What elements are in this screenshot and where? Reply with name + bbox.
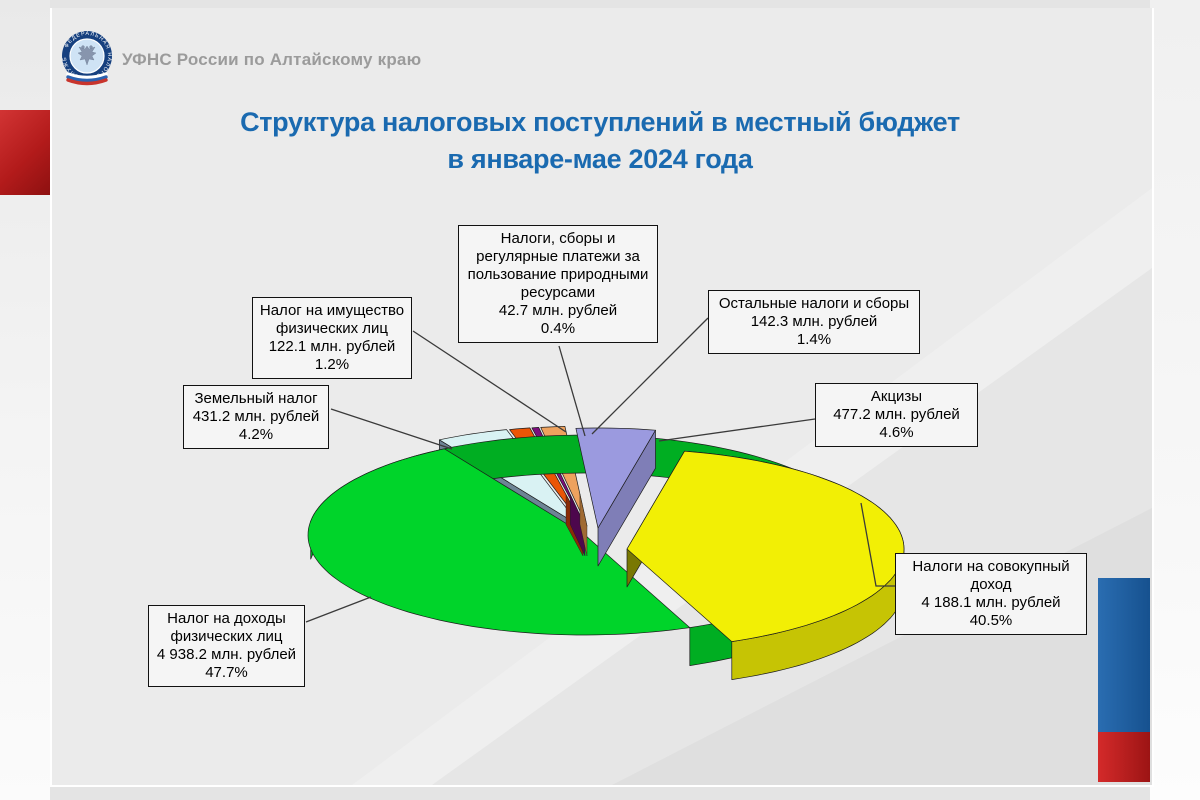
callout-value: 122.1 млн. рублей bbox=[268, 338, 396, 355]
slide-title-line1: Структура налоговых поступлений в местны… bbox=[240, 107, 960, 137]
callout-leader-personal-income-tax bbox=[305, 596, 372, 623]
fns-logo: ФЕДЕРАЛЬНАЯ НАЛОГОВАЯ СЛУЖБА bbox=[60, 26, 112, 86]
callout-leader-natural-resources-payments bbox=[558, 345, 586, 437]
callout-label: Земельный налог bbox=[194, 390, 318, 407]
right-margin-band bbox=[1150, 0, 1200, 800]
blue-accent-right bbox=[1098, 578, 1150, 732]
flag-ribbon-icon bbox=[66, 72, 108, 86]
callout-leader-other-taxes bbox=[591, 317, 709, 435]
callout-label: Остальные налоги и сборы bbox=[718, 295, 910, 312]
callout-value: 431.2 млн. рублей bbox=[192, 408, 320, 425]
callout-value: 142.3 млн. рублей bbox=[750, 313, 878, 330]
slide-title: Структура налоговых поступлений в местны… bbox=[150, 104, 1050, 178]
callout-percent: 1.4% bbox=[796, 331, 832, 348]
callout-leader-excise bbox=[658, 418, 816, 442]
red-accent-right bbox=[1098, 732, 1150, 782]
callout-leader-property-tax-individuals bbox=[412, 330, 567, 433]
callout-percent: 4.6% bbox=[879, 424, 914, 441]
callout-label: Налог на доходы физических лиц bbox=[167, 610, 286, 645]
callout-label: Акцизы bbox=[870, 388, 923, 405]
callout-value: 4 188.1 млн. рублей bbox=[921, 594, 1061, 611]
callout-leader-aggregate-income-taxes bbox=[860, 502, 895, 587]
callout-percent: 40.5% bbox=[969, 612, 1013, 629]
callout-percent: 4.2% bbox=[238, 426, 274, 443]
callout-value: 42.7 млн. рублей bbox=[498, 302, 618, 319]
pie-callout-excise: Акцизы 477.2 млн. рублей 4.6% bbox=[815, 383, 978, 447]
pie-callout-personal-income-tax: Налог на доходы физических лиц 4 938.2 мл… bbox=[148, 605, 305, 687]
red-accent-left bbox=[0, 110, 50, 195]
callout-percent: 1.2% bbox=[314, 356, 350, 373]
callout-label: Налоги, сборы и регулярные платежи за по… bbox=[467, 230, 649, 301]
pie-callout-natural-resources-payments: Налоги, сборы и регулярные платежи за по… bbox=[458, 225, 658, 343]
callout-percent: 47.7% bbox=[205, 664, 248, 681]
pie-callout-other-taxes: Остальные налоги и сборы 142.3 млн. рубле… bbox=[708, 290, 920, 354]
pie-slice-aggregate-income-taxes bbox=[626, 450, 905, 642]
pie-callout-aggregate-income-taxes: Налоги на совокупный доход 4 188.1 млн. р… bbox=[895, 553, 1087, 635]
callout-percent: 0.4% bbox=[540, 320, 576, 337]
callout-leader-land-tax bbox=[330, 408, 453, 450]
pie-callout-property-tax-individuals: Налог на имущество физических лиц 122.1 м… bbox=[252, 297, 412, 379]
callout-label: Налоги на совокупный доход bbox=[912, 558, 1070, 593]
pie-slice-personal-income-tax bbox=[307, 448, 691, 636]
callout-value: 477.2 млн. рублей bbox=[833, 406, 960, 423]
double-headed-eagle-icon bbox=[77, 45, 97, 66]
org-name: УФНС России по Алтайскому краю bbox=[122, 50, 422, 69]
slide-title-line2: в январе-мае 2024 года bbox=[447, 144, 753, 174]
callout-value: 4 938.2 млн. рублей bbox=[156, 646, 297, 663]
pie-callout-land-tax: Земельный налог 431.2 млн. рублей 4.2% bbox=[183, 385, 329, 449]
pie-slice-wall-other-taxes bbox=[579, 493, 588, 557]
callout-label: Налог на имущество физических лиц bbox=[259, 302, 405, 337]
